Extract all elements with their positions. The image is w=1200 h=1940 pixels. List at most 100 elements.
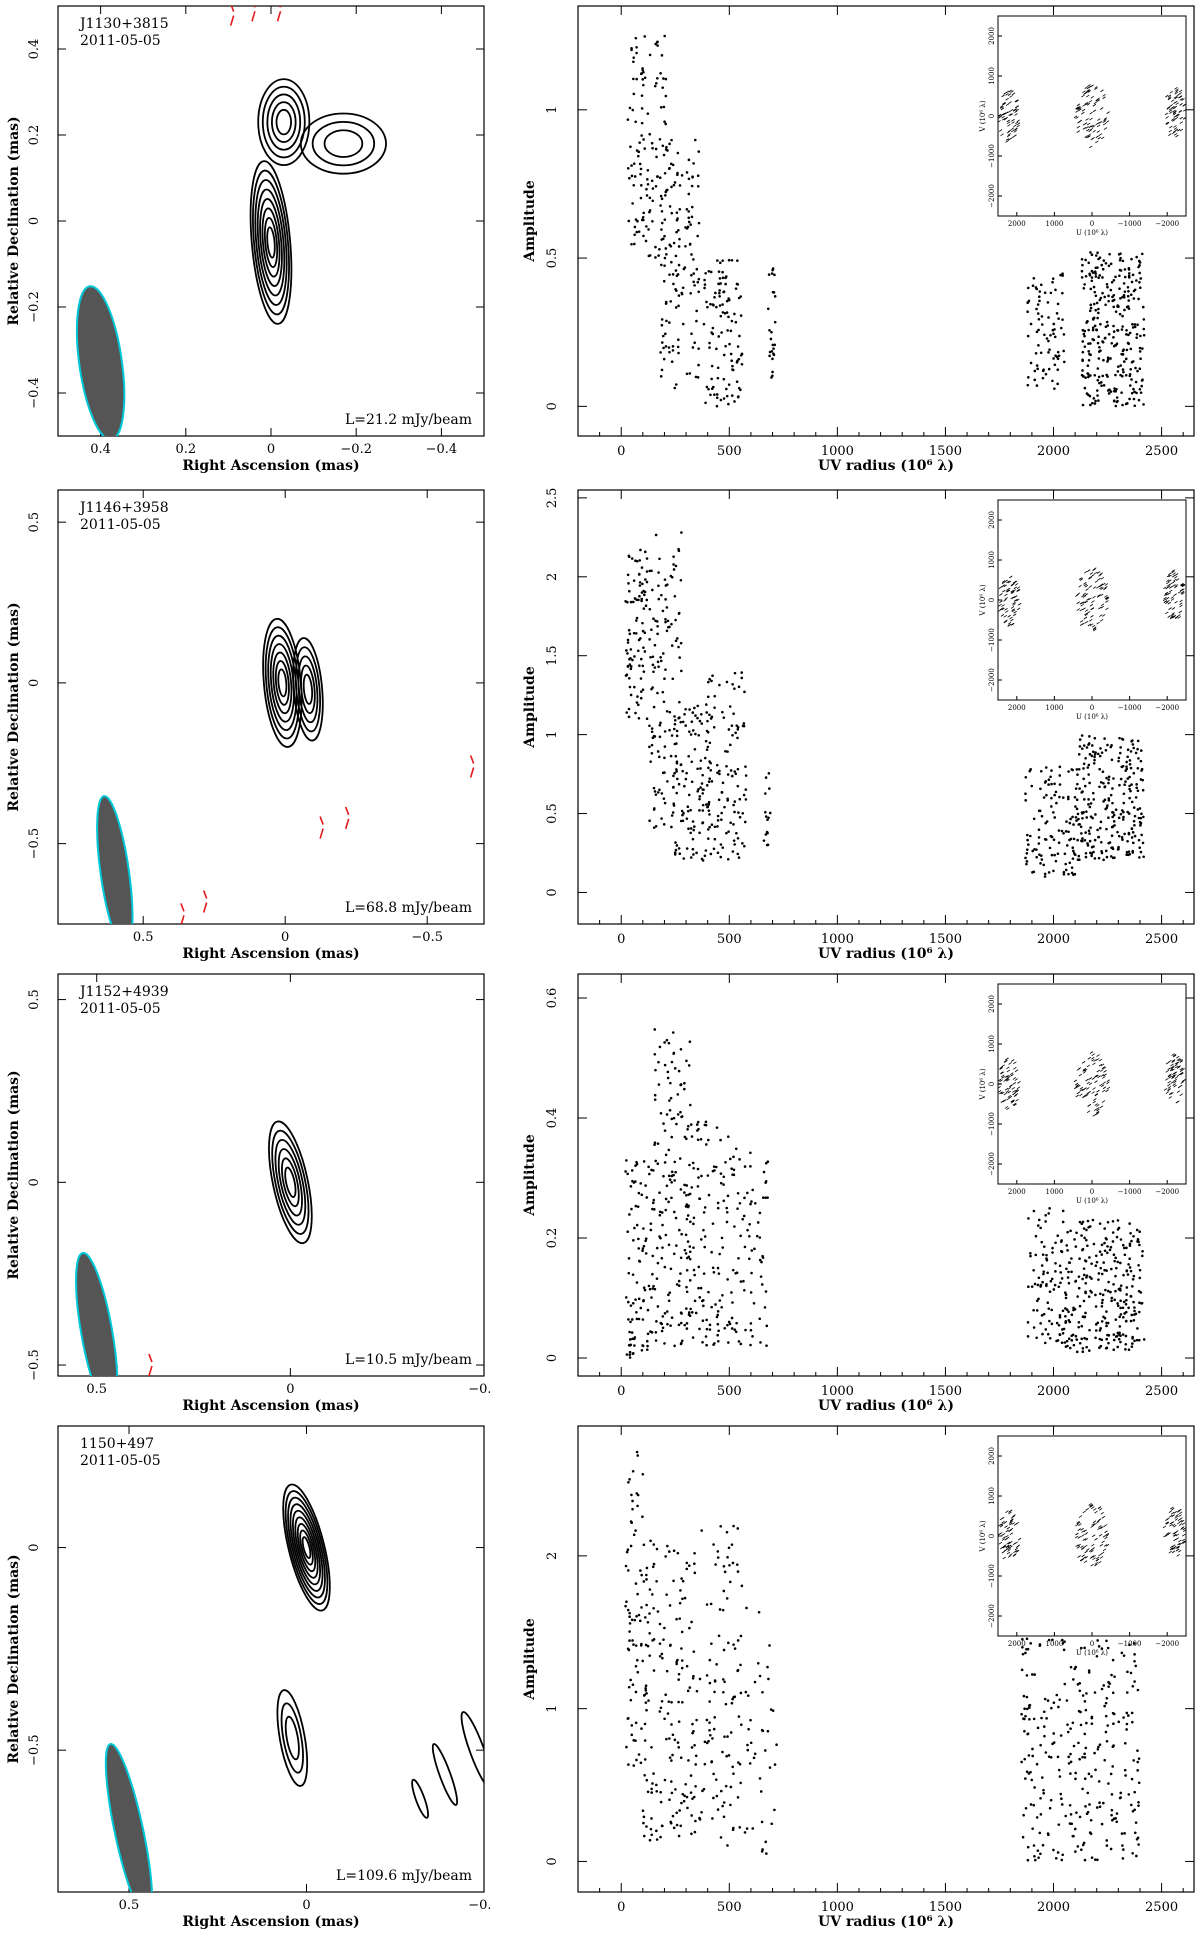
data-point	[685, 1256, 689, 1260]
data-point	[1102, 800, 1105, 803]
data-point	[652, 1669, 656, 1672]
data-point	[626, 1548, 630, 1551]
data-point	[644, 578, 647, 581]
data-point	[700, 712, 703, 716]
data-point	[1128, 759, 1132, 762]
data-point	[1070, 1339, 1074, 1342]
data-point	[654, 793, 658, 796]
uv-track-mark	[998, 129, 1003, 132]
data-point	[1090, 1262, 1093, 1265]
data-point	[638, 664, 641, 667]
uv-track-mark	[1097, 594, 1101, 597]
data-point	[665, 319, 668, 323]
data-point	[1034, 1858, 1037, 1862]
uv-track-mark	[1164, 591, 1169, 595]
data-point	[682, 857, 686, 860]
data-point	[634, 632, 638, 635]
data-point	[1096, 378, 1100, 382]
uv-track-mark	[1084, 1537, 1089, 1541]
data-point	[1075, 1811, 1078, 1814]
data-point	[710, 1760, 713, 1764]
data-point	[641, 1659, 645, 1663]
uv-track-mark	[1016, 1086, 1021, 1090]
data-point	[1126, 341, 1130, 345]
data-point	[693, 1562, 696, 1566]
data-point	[1110, 1299, 1113, 1303]
data-point	[678, 1157, 682, 1160]
data-point	[1089, 251, 1092, 254]
data-point	[664, 77, 668, 81]
data-point	[658, 248, 661, 251]
data-point	[1114, 1817, 1117, 1820]
data-point	[750, 1271, 753, 1275]
data-point	[1112, 1348, 1116, 1352]
data-point	[1039, 769, 1043, 773]
data-point	[1039, 1743, 1042, 1747]
data-point	[671, 811, 675, 814]
data-point	[740, 1584, 744, 1588]
data-point	[1104, 849, 1108, 853]
data-point	[680, 1232, 683, 1236]
data-point	[1112, 1283, 1115, 1286]
data-point	[678, 852, 682, 856]
data-point	[648, 819, 651, 822]
data-point	[1089, 826, 1092, 829]
uv-track-mark	[1009, 1553, 1013, 1556]
inset-x-tick-label: −1000	[1118, 1188, 1142, 1196]
data-point	[656, 632, 659, 636]
uv-track-mark	[1099, 1069, 1104, 1072]
data-point	[1099, 747, 1102, 750]
uv-track-mark	[1099, 618, 1104, 622]
data-point	[651, 1272, 654, 1276]
data-point	[667, 1174, 671, 1178]
data-point	[726, 1135, 730, 1138]
uv-track-mark	[1086, 1087, 1090, 1090]
data-point	[1030, 784, 1034, 788]
x-tick-label: −0.5	[411, 930, 443, 945]
data-point	[664, 1153, 668, 1157]
data-point	[677, 245, 681, 248]
data-point	[679, 641, 683, 645]
data-point	[624, 1564, 628, 1568]
data-point	[676, 217, 679, 220]
uv-track-mark	[1016, 122, 1021, 126]
data-point	[711, 1817, 714, 1820]
data-point	[739, 1663, 742, 1667]
data-point	[753, 1201, 757, 1205]
data-point	[641, 1472, 645, 1476]
data-point	[1138, 346, 1142, 350]
data-point	[685, 1059, 688, 1063]
data-points	[624, 531, 1145, 878]
data-point	[696, 704, 700, 708]
data-point	[1127, 1263, 1130, 1266]
data-point	[644, 1252, 648, 1255]
plot-frame	[57, 1425, 485, 1893]
uv-track-mark	[1090, 1549, 1094, 1553]
data-point	[1042, 1710, 1046, 1714]
data-point	[722, 1175, 726, 1179]
data-point	[1025, 1647, 1028, 1651]
uv-track-mark	[1171, 118, 1175, 121]
data-point	[1137, 1289, 1141, 1293]
data-point	[1041, 1776, 1044, 1779]
data-point	[634, 559, 637, 563]
uv-track-mark	[1092, 627, 1097, 631]
data-point	[1102, 1261, 1105, 1264]
data-point	[1084, 1746, 1088, 1750]
uv-track-mark	[1178, 110, 1182, 113]
data-point	[1082, 762, 1086, 766]
data-point	[1051, 277, 1055, 280]
uv-track-mark	[1089, 117, 1093, 121]
uv-track-mark	[1005, 1529, 1009, 1533]
inset-x-tick-label: 1000	[1045, 704, 1063, 712]
data-point	[635, 149, 639, 152]
uv-coverage-inset: 200020001000100000−1000−1000−2000−2000U …	[979, 983, 1187, 1205]
data-point	[716, 819, 720, 822]
data-point	[633, 1344, 636, 1347]
data-point	[643, 1722, 647, 1726]
data-point	[717, 335, 721, 338]
x-tick-label: 500	[717, 1384, 742, 1399]
data-point	[1042, 1272, 1045, 1276]
data-point	[645, 1778, 649, 1782]
uv-track-mark	[1086, 1092, 1090, 1095]
